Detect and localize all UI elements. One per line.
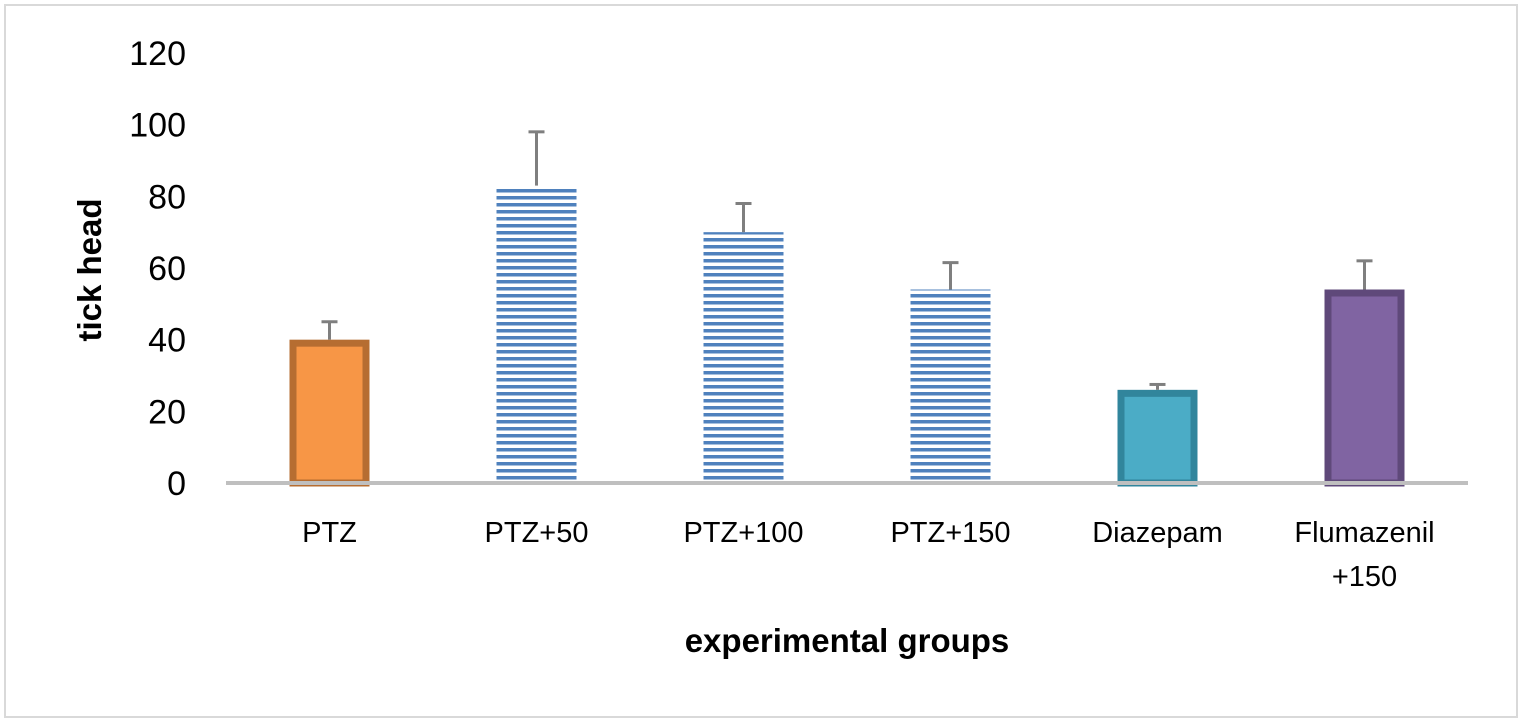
bar bbox=[1324, 289, 1405, 487]
x-tick-label: Flumazenil bbox=[1294, 517, 1434, 549]
y-axis-title: tick head bbox=[71, 198, 108, 341]
y-tick-label: 40 bbox=[148, 322, 186, 360]
y-tick-label: 60 bbox=[148, 250, 186, 288]
x-axis-title: experimental groups bbox=[685, 622, 1010, 659]
x-tick-label: Diazepam bbox=[1092, 517, 1223, 549]
y-tick-label: 20 bbox=[148, 393, 186, 431]
bar bbox=[703, 232, 784, 483]
y-tick-label: 100 bbox=[129, 107, 186, 145]
bar bbox=[289, 339, 370, 487]
bars-group bbox=[289, 185, 1405, 487]
x-tick-label: PTZ+100 bbox=[683, 517, 803, 549]
x-axis: PTZ PTZ+50 PTZ+100 PTZ+150 Diazepam Flumazeni… bbox=[302, 517, 1435, 593]
error-bars-group bbox=[321, 130, 1373, 390]
x-tick-label: PTZ+150 bbox=[890, 517, 1010, 549]
bar bbox=[496, 185, 577, 484]
y-tick-label: 80 bbox=[148, 178, 186, 216]
y-tick-label: 0 bbox=[167, 465, 186, 503]
x-tick-label: PTZ+50 bbox=[485, 517, 589, 549]
x-tick-label: PTZ bbox=[302, 517, 357, 549]
y-axis: 0 20 40 60 80 100 120 bbox=[129, 35, 186, 503]
bar bbox=[1117, 389, 1198, 487]
y-tick-label: 120 bbox=[129, 35, 186, 73]
bar bbox=[910, 289, 991, 483]
x-tick-label: +150 bbox=[1332, 561, 1397, 593]
